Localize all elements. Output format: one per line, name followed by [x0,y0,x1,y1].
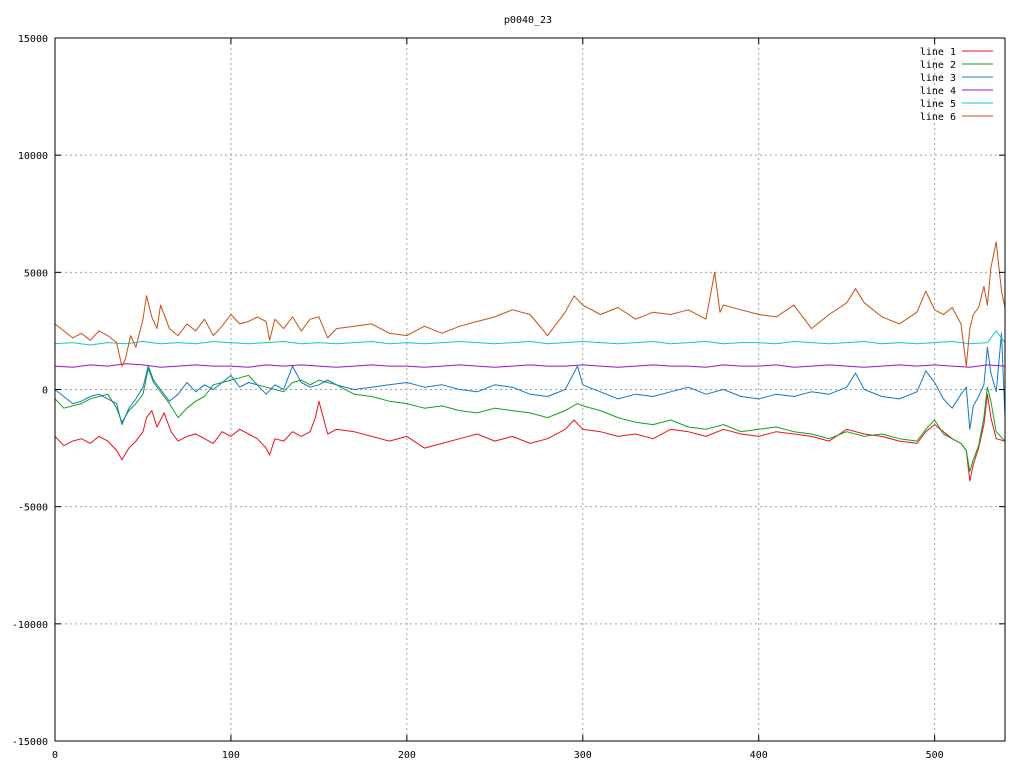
series-line-1 [54,393,1006,482]
y-tick-label: -5000 [18,503,48,514]
series-line-3 [54,332,1006,430]
x-tick-label: 400 [750,750,768,761]
y-tick-label: -15000 [12,737,48,748]
legend-label-line-4: line 4 [920,86,956,97]
legend-label-line-3: line 3 [920,73,956,84]
chart-title: p0040_23 [504,15,552,26]
legend-label-line-2: line 2 [920,60,956,71]
x-tick-label: 200 [398,750,416,761]
x-tick-label: 100 [222,750,240,761]
x-tick-label: 300 [574,750,592,761]
y-tick-label: 15000 [18,34,48,45]
y-tick-label: 10000 [18,151,48,162]
legend-label-line-6: line 6 [920,112,956,123]
x-tick-label: 0 [52,750,58,761]
series-line-5 [54,330,1006,346]
x-tick-label: 500 [926,750,944,761]
y-tick-label: -10000 [12,620,48,631]
legend: line 1 line 2 line 3 line 4 line 5 line 6 [920,47,993,123]
series-line-4 [54,363,1006,368]
series-line-2 [54,367,1006,472]
axis-ticks: 0 100 200 300 400 500 -15000 -10000 -5000 0 5000 10… [12,34,1005,761]
series-lines [54,241,1006,482]
y-tick-label: 0 [42,386,48,397]
legend-label-line-5: line 5 [920,99,956,110]
y-tick-label: 5000 [24,268,48,279]
grid-lines [55,38,1005,741]
legend-label-line-1: line 1 [920,47,956,58]
series-line-6 [54,241,1006,367]
